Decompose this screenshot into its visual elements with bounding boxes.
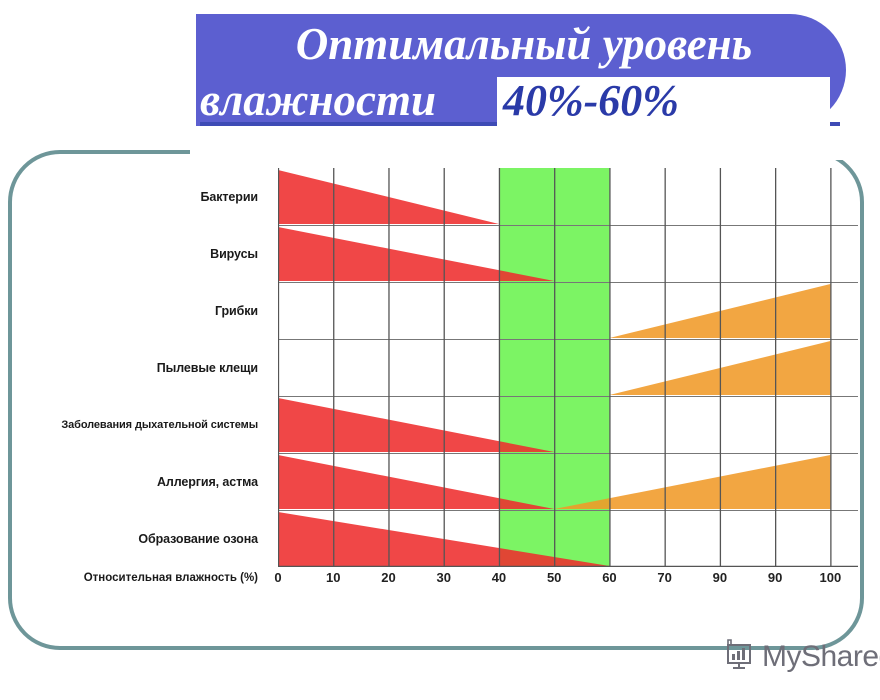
chart-row-plot (278, 396, 858, 453)
chart-row-plot (278, 282, 858, 339)
x-tick-label: 10 (326, 570, 341, 585)
humidity-risk-chart: Бактерии Вирусы Грибки Пылевые клещи Заболев… (30, 168, 860, 588)
x-tick-label: 0 (274, 570, 282, 585)
x-tick-label: 60 (602, 570, 617, 585)
chart-row-plot (278, 168, 858, 225)
chart-row: Заболевания дыхательной системы (30, 396, 860, 453)
page-title-line-2: влажности (200, 75, 437, 125)
x-tick-label: 50 (546, 570, 562, 585)
x-tick-label: 90 (712, 570, 728, 585)
chart-row-plot (278, 339, 858, 396)
chart-row-label: Пылевые клещи (156, 360, 258, 375)
chart-row-plot (278, 510, 858, 567)
chart-row: Образование озона (30, 510, 860, 567)
frame-top-gap-mask (190, 146, 850, 160)
optimal-value-text: 40%-60% (503, 76, 679, 125)
x-tick-label: 90 (767, 570, 783, 585)
x-axis-ticks: 0 10 20 30 40 50 60 70 90 90 100 (274, 570, 878, 592)
x-tick-label: 30 (436, 570, 451, 585)
watermark-label: MyShared (762, 639, 880, 673)
chart-row: Аллергия, астма (30, 453, 860, 510)
x-tick-label: 70 (657, 570, 672, 585)
chart-row-label: Заболевания дыхательной системы (61, 418, 258, 431)
chart-row-label: Вирусы (210, 246, 258, 261)
chart-row-plot (278, 453, 858, 510)
chart-row: Бактерии (30, 168, 860, 225)
x-tick-label: 40 (491, 570, 507, 585)
chart-row-label: Аллергия, астма (156, 474, 258, 489)
presentation-chart-icon (722, 637, 756, 676)
chart-row-plot (278, 225, 858, 282)
x-axis-title: Относительная влажность (%) (83, 572, 258, 584)
optimal-value-box (497, 77, 830, 127)
myshared-watermark: MyShared (722, 637, 880, 676)
page-title-line-1: Оптимальный уровень (295, 19, 753, 69)
chart-row-label: Грибки (215, 303, 258, 318)
chart-row: Вирусы (30, 225, 860, 282)
chart-row: Пылевые клещи (30, 339, 860, 396)
x-tick-label: 100 (819, 570, 842, 585)
chart-row-label: Образование озона (138, 531, 258, 546)
chart-row-label: Бактерии (200, 189, 259, 204)
chart-row: Грибки (30, 282, 860, 339)
x-tick-label: 20 (381, 570, 396, 585)
